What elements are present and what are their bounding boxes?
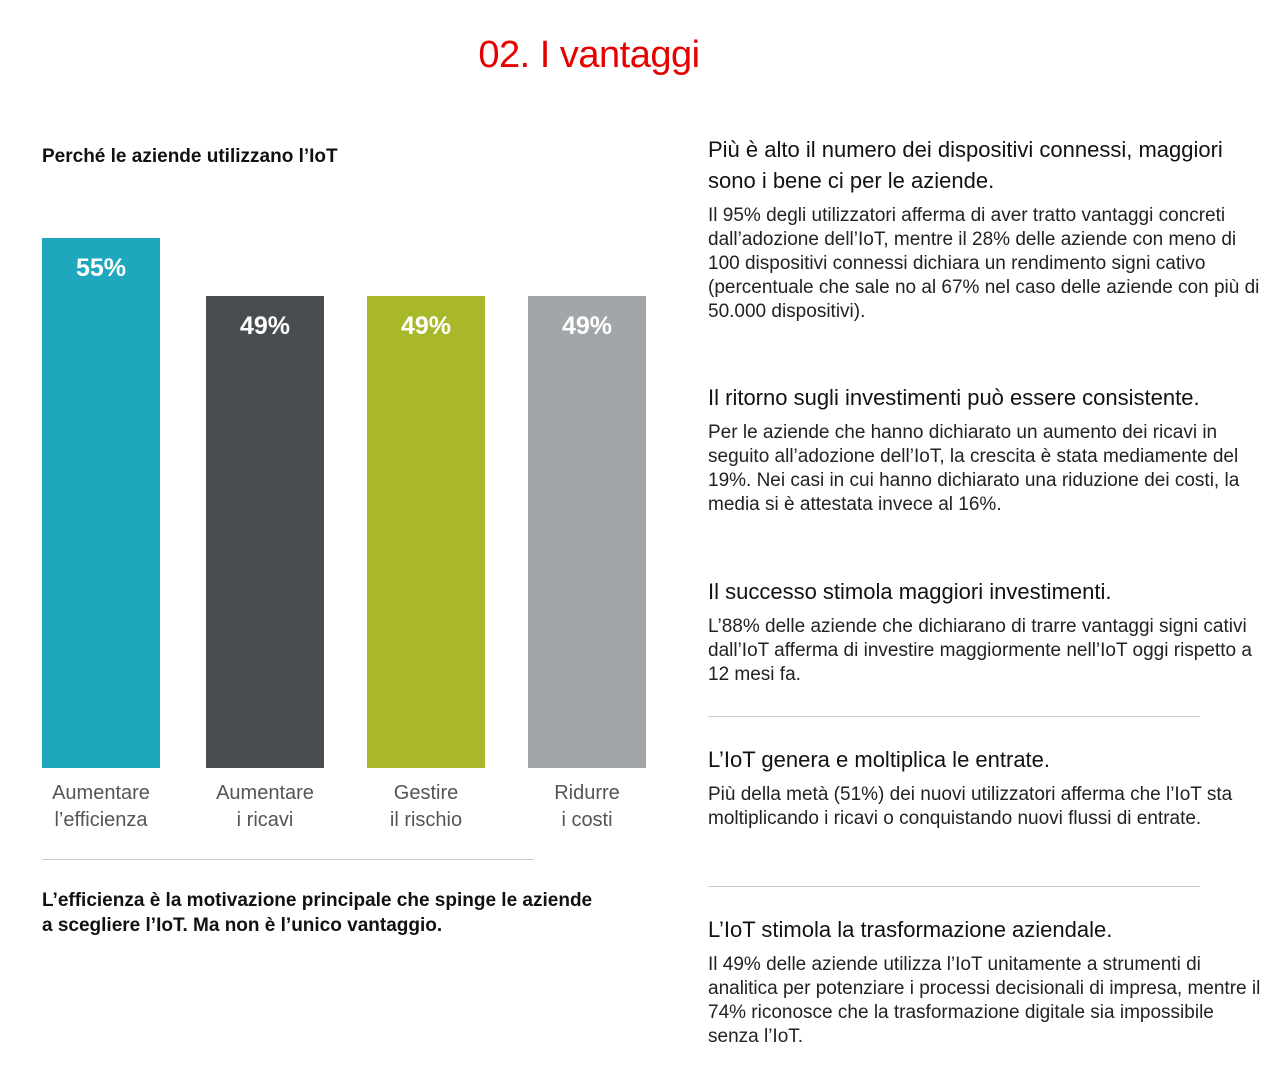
chart-title: Perché le aziende utilizzano l’IoT [42, 146, 338, 167]
divider [708, 716, 1200, 717]
section-revenue: L’IoT genera e moltiplica le entrate. Pi… [708, 744, 1268, 831]
bar [528, 296, 646, 768]
section-devices: Più è alto il numero dei dispositivi con… [708, 134, 1268, 324]
divider [42, 859, 534, 860]
bar [367, 296, 485, 768]
bar-chart: 55% Aumentare l’efficienza 49% Aumentare i … [42, 238, 646, 831]
divider [708, 886, 1200, 887]
category-label: Ridurre i costi [554, 782, 620, 831]
category-label: Gestire il rischio [389, 782, 463, 831]
page-title: 02. I vantaggi [478, 34, 700, 76]
chart-footnote: L’efficienza è la motivazione principale… [42, 890, 593, 936]
bar [206, 296, 324, 768]
section-heading: L’IoT genera e moltiplica le entrate. [708, 747, 1051, 772]
section-transformation: L’IoT stimola la trasformazione aziendal… [708, 914, 1268, 1049]
bar-value-label: 49% [400, 312, 452, 340]
section-heading: Il ritorno sugli investimenti può essere… [708, 385, 1200, 410]
section-body: Il 95% degli utilizzatori afferma di ave… [708, 205, 1260, 322]
section-body: Per le aziende che hanno dichiarato un a… [708, 422, 1240, 515]
section-roi: Il ritorno sugli investimenti può essere… [708, 382, 1268, 517]
category-label: Aumentare l’efficienza [52, 782, 150, 831]
section-body: Più della metà (51%) dei nuovi utilizzat… [708, 784, 1233, 829]
section-body: Il 49% delle aziende utilizza l’IoT unit… [708, 954, 1261, 1047]
section-heading: Il successo stimola maggiori investiment… [708, 579, 1112, 604]
section-body: L’88% delle aziende che dichiarano di tr… [708, 616, 1252, 685]
section-investments: Il successo stimola maggiori investiment… [708, 576, 1268, 687]
bar-value-label: 49% [561, 312, 613, 340]
bar-value-label: 49% [239, 312, 291, 340]
bar-value-label: 55% [75, 254, 127, 282]
section-heading: L’IoT stimola la trasformazione aziendal… [708, 917, 1113, 942]
category-label: Aumentare i ricavi [216, 782, 314, 831]
section-heading: Più è alto il numero dei dispositivi con… [708, 137, 1223, 193]
bar [42, 238, 160, 768]
